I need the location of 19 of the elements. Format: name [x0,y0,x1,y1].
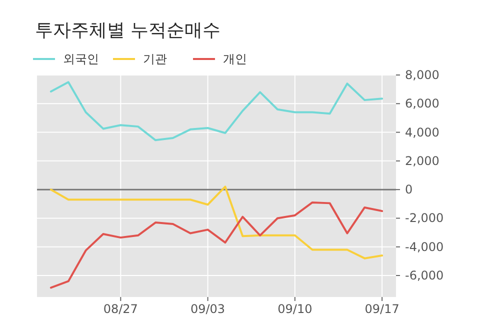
x-tick-label: 08/27 [103,302,138,316]
y-tick-label: -4,000 [405,240,444,254]
line-series [50,186,384,260]
y-tick-label: 6,000 [405,96,440,111]
y-tick-label: -2,000 [405,211,444,226]
legend-label: 기관 [143,52,167,66]
y-tick-label: 2,000 [405,154,440,168]
x-tick-label: 09/03 [190,302,226,316]
line-series [50,201,384,289]
line-series [50,81,384,142]
chart-title: 투자주체별 누적순매수 [35,20,221,41]
legend-label: 개인 [223,52,247,66]
y-tick-label: 4,000 [405,125,440,140]
x-tick-label: 09/10 [278,302,312,316]
y-tick-label: 8,000 [405,68,440,82]
legend-label: 외국인 [63,52,99,66]
x-tick-label: 09/17 [364,302,400,316]
y-tick-label: 0 [405,182,413,197]
y-tick-label: -6,000 [405,268,444,283]
